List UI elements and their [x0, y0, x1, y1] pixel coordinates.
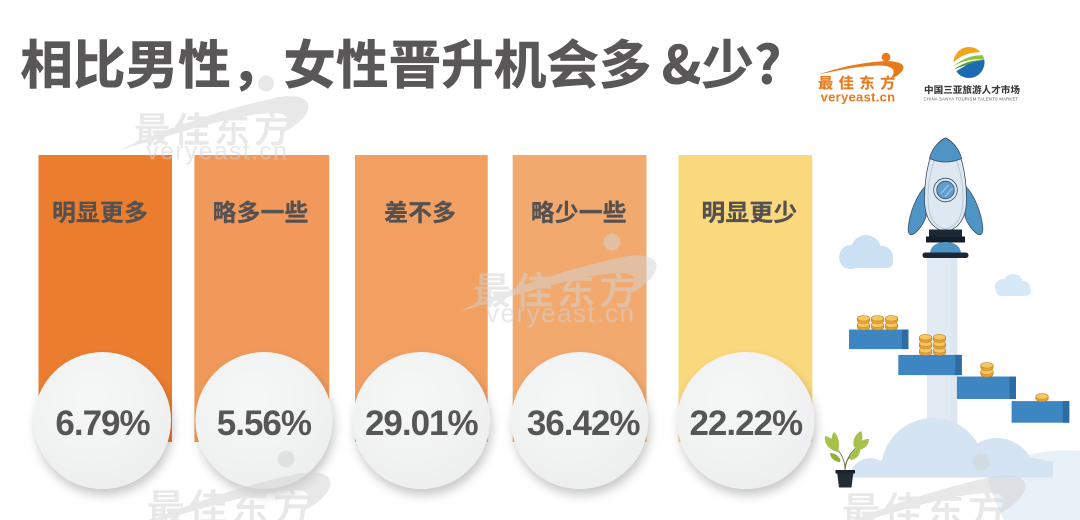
svg-text:36.42%: 36.42%: [527, 404, 641, 443]
svg-text:veryeast.cn: veryeast.cn: [821, 90, 896, 105]
svg-text:5.56%: 5.56%: [217, 404, 312, 443]
svg-text:29.01%: 29.01%: [365, 404, 479, 443]
svg-text:22.22%: 22.22%: [689, 404, 803, 443]
svg-text:CHINA SANYA TOURISM TALENTS MA: CHINA SANYA TOURISM TALENTS MARKET: [924, 97, 1019, 102]
svg-text:6.79%: 6.79%: [55, 404, 150, 443]
